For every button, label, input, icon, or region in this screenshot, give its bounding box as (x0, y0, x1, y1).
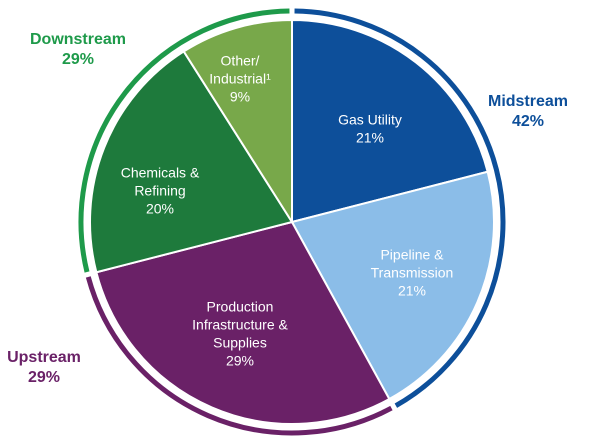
pie-slice (290, 170, 495, 401)
slice-label: Transmission (371, 265, 454, 281)
slice-label: Refining (134, 183, 185, 199)
slice-label: Infrastructure & (192, 317, 288, 333)
group-name: Midstream (488, 93, 568, 110)
slice-value-label: 21% (356, 130, 384, 146)
group-value-label: 29% (28, 369, 60, 386)
group-ring (78, 8, 290, 273)
slice-label: Pipeline & (380, 247, 444, 263)
slice-label: Production (207, 299, 274, 315)
group-name: Downstream (30, 31, 126, 48)
group-name: Upstream (7, 349, 81, 366)
slice-label: Supplies (213, 335, 267, 351)
group-ring (294, 8, 506, 408)
pie-slice (95, 220, 391, 425)
pie-slice (182, 18, 293, 226)
group-ring (85, 276, 393, 436)
pie-slice (291, 18, 489, 224)
group-value-label: 29% (62, 51, 94, 68)
slice-label: Gas Utility (338, 112, 402, 128)
slice-value-label: 29% (226, 353, 254, 369)
slice-label: Chemicals & (121, 165, 200, 181)
group-value-label: 42% (512, 113, 544, 130)
slice-value-label: 20% (146, 201, 174, 217)
slice-label: Other/ (221, 53, 260, 69)
pie-slice (89, 50, 294, 274)
slice-label: Industrial¹ (209, 71, 271, 87)
slice-value-label: 9% (230, 89, 250, 105)
slice-value-label: 21% (398, 283, 426, 299)
